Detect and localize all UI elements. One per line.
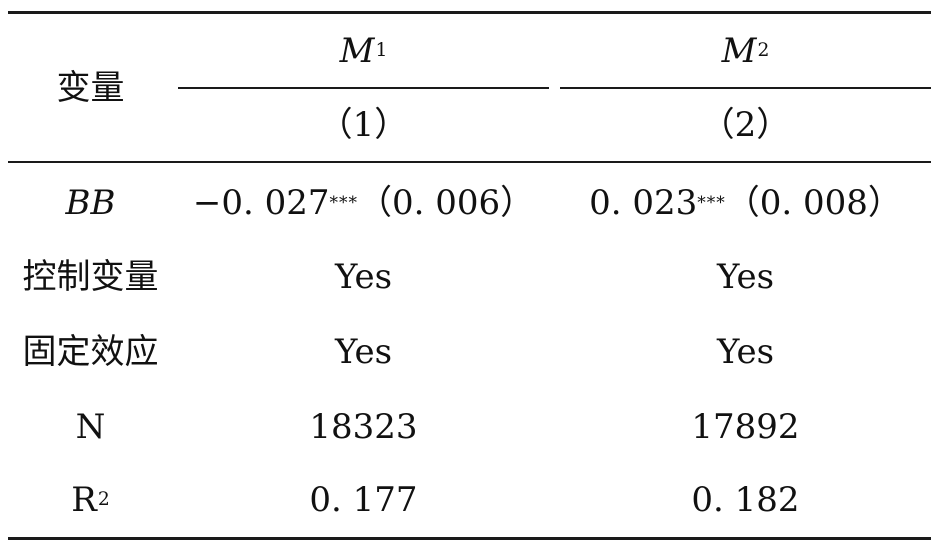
variable-header: 变量 [56,67,125,108]
bb-model1-cell: −0. 027 *** （0. 006） [192,183,535,223]
r-squared-letter: R [71,480,97,520]
bb-model2-coef: 0. 023 [589,183,698,223]
row-label-fixed-effects: 固定效应 [22,332,159,372]
header-bottom-rule [8,161,931,163]
controls-model2: Yes [716,257,775,297]
model2-name: M [721,31,757,71]
controls-model1: Yes [334,257,393,297]
r-squared-model2: 0. 182 [691,480,800,520]
bottom-rule [8,537,931,540]
bb-model2-se: （0. 008） [725,183,902,223]
row-label-n: N [75,407,106,447]
row-label-bb: BB [65,183,116,223]
fixed-effects-model2: Yes [716,332,775,372]
bb-model1-coef: −0. 027 [192,183,330,223]
model2-header-rule [560,87,931,89]
model1-name: M [339,31,375,71]
model2-column-number: （2） [700,105,791,145]
bb-model1-se: （0. 006） [357,183,535,223]
top-rule [8,11,931,14]
r-squared-model1: 0. 177 [309,480,418,520]
n-model1: 18323 [309,407,418,447]
n-model2: 17892 [691,407,800,447]
model1-header-rule [178,87,549,89]
bb-model2-cell: 0. 023 *** （0. 008） [589,183,902,223]
model1-column-number: （1） [318,105,409,145]
fixed-effects-model1: Yes [334,332,393,372]
row-label-controls: 控制变量 [22,257,159,297]
